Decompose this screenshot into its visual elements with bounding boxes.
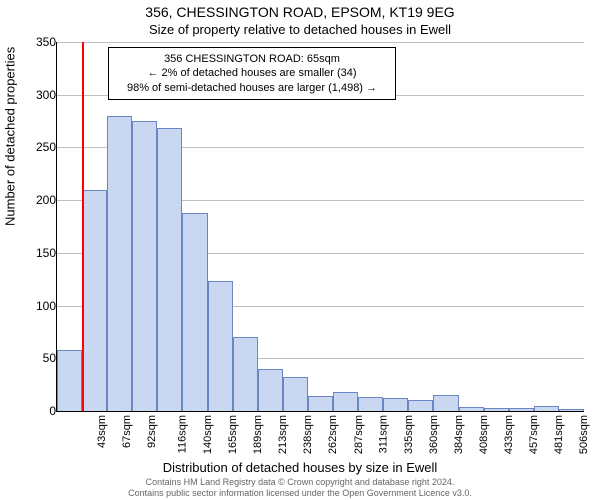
histogram-bar xyxy=(107,116,132,411)
x-tick-label: 408sqm xyxy=(478,415,490,454)
y-tick-label: 100 xyxy=(36,299,56,313)
x-tick-label: 506sqm xyxy=(578,415,590,454)
y-tick-label: 350 xyxy=(36,35,56,49)
histogram-bar xyxy=(484,408,509,411)
histogram-bar xyxy=(258,369,283,411)
histogram-bar xyxy=(559,409,584,411)
x-tick-label: 335sqm xyxy=(403,415,415,454)
histogram-bar xyxy=(308,396,333,411)
legend-line: ← 2% of detached houses are smaller (34) xyxy=(117,66,387,80)
x-axis-label: Distribution of detached houses by size … xyxy=(0,460,600,475)
histogram-bar xyxy=(132,121,157,411)
histogram-bar xyxy=(233,337,258,411)
y-tick-label: 0 xyxy=(49,404,56,418)
legend-line: 356 CHESSINGTON ROAD: 65sqm xyxy=(117,52,387,66)
x-tick-label: 360sqm xyxy=(428,415,440,454)
x-tick-label: 92sqm xyxy=(146,415,158,448)
x-tick-label: 189sqm xyxy=(252,415,264,454)
gridline xyxy=(57,42,584,43)
x-tick-label: 43sqm xyxy=(96,415,108,448)
histogram-bar xyxy=(459,407,484,411)
histogram-bar xyxy=(433,395,458,411)
chart-container: 356, CHESSINGTON ROAD, EPSOM, KT19 9EG S… xyxy=(0,0,600,500)
x-tick-label: 433sqm xyxy=(503,415,515,454)
histogram-bar xyxy=(333,392,358,411)
marker-line xyxy=(82,42,84,411)
chart-title: 356, CHESSINGTON ROAD, EPSOM, KT19 9EG xyxy=(0,4,600,20)
histogram-bar xyxy=(208,281,233,411)
footer-attribution: Contains HM Land Registry data © Crown c… xyxy=(0,477,600,498)
y-tick-label: 300 xyxy=(36,88,56,102)
legend-line: 98% of semi-detached houses are larger (… xyxy=(117,81,387,95)
x-tick-label: 481sqm xyxy=(553,415,565,454)
histogram-bar xyxy=(57,350,82,411)
x-tick-label: 384sqm xyxy=(453,415,465,454)
x-tick-label: 213sqm xyxy=(277,415,289,454)
footer-line: Contains public sector information licen… xyxy=(0,488,600,498)
x-tick-label: 116sqm xyxy=(176,415,188,453)
histogram-bar xyxy=(408,400,433,411)
x-tick-label: 238sqm xyxy=(302,415,314,454)
histogram-bar xyxy=(509,408,534,411)
footer-line: Contains HM Land Registry data © Crown c… xyxy=(0,477,600,487)
histogram-bar xyxy=(283,377,308,411)
x-tick-label: 67sqm xyxy=(121,415,133,448)
y-tick-label: 200 xyxy=(36,193,56,207)
y-tick-label: 50 xyxy=(43,351,56,365)
x-tick-label: 457sqm xyxy=(528,415,540,454)
x-tick-label: 140sqm xyxy=(202,415,214,454)
chart-subtitle: Size of property relative to detached ho… xyxy=(0,22,600,37)
x-tick-label: 311sqm xyxy=(377,415,389,453)
histogram-bar xyxy=(182,213,207,411)
legend-box: 356 CHESSINGTON ROAD: 65sqm← 2% of detac… xyxy=(108,47,396,100)
x-tick-label: 165sqm xyxy=(227,415,239,454)
x-tick-label: 287sqm xyxy=(353,415,365,454)
y-axis-label: Number of detached properties xyxy=(3,47,18,226)
histogram-bar xyxy=(383,398,408,411)
histogram-bar xyxy=(358,397,383,411)
histogram-bar xyxy=(534,406,559,411)
histogram-bar xyxy=(82,190,107,411)
y-tick-label: 150 xyxy=(36,246,56,260)
x-tick-label: 262sqm xyxy=(328,415,340,454)
y-tick-label: 250 xyxy=(36,140,56,154)
histogram-bar xyxy=(157,128,182,411)
